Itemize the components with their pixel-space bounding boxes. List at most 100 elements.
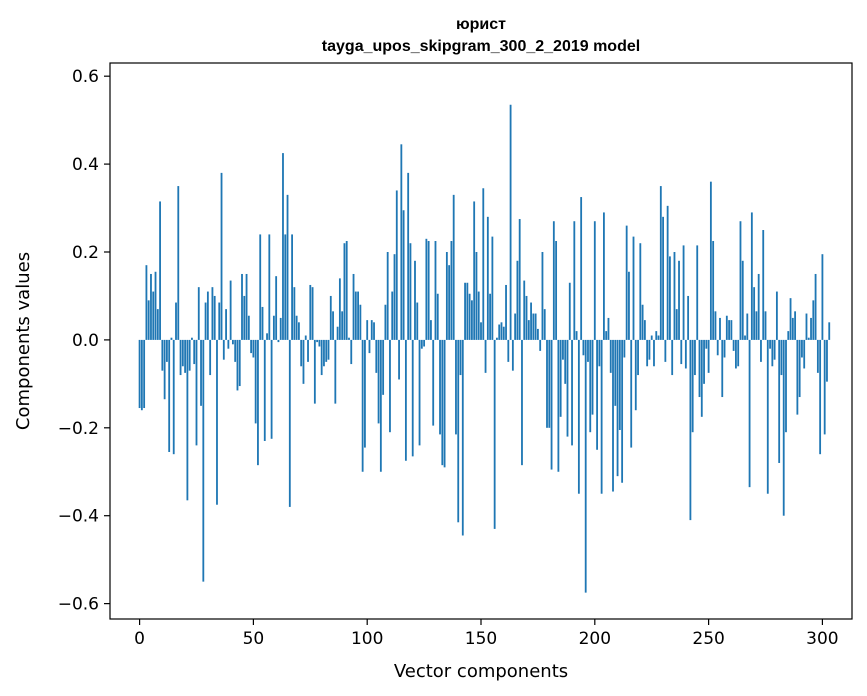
bar-280	[775, 291, 778, 340]
bar-95	[354, 291, 357, 340]
bar-288	[794, 311, 797, 340]
bar-222	[643, 320, 646, 340]
bar-297	[814, 273, 817, 340]
bar-131	[436, 293, 439, 340]
plot-frame	[109, 62, 853, 620]
bar-24	[193, 339, 196, 365]
x-tick-label: 150	[465, 629, 497, 649]
bar-271	[755, 311, 758, 340]
x-tick-label: 200	[579, 629, 611, 649]
bar-133	[441, 339, 444, 466]
bar-5	[150, 273, 152, 340]
bar-149	[477, 291, 480, 340]
y-tick-label: 0.0	[72, 331, 99, 351]
bar-57	[268, 234, 271, 340]
bar-109	[386, 252, 389, 340]
bar-134	[443, 339, 446, 468]
bar-208	[612, 339, 614, 492]
bar-48	[247, 315, 250, 340]
bar-166	[516, 260, 519, 340]
bar-186	[562, 339, 564, 360]
bar-187	[564, 339, 567, 384]
bar-241	[687, 295, 690, 340]
bar-54	[261, 306, 264, 340]
bar-128	[430, 320, 432, 340]
bar-3	[145, 265, 148, 340]
bar-164	[511, 339, 514, 371]
bar-28	[202, 339, 205, 582]
y-tick-label: 0.2	[72, 243, 99, 263]
bar-295	[810, 317, 812, 340]
bar-125	[423, 339, 426, 347]
bar-253	[714, 311, 717, 340]
bar-231	[664, 339, 667, 362]
bar-219	[637, 339, 639, 376]
bar-236	[675, 309, 678, 340]
bar-7	[154, 271, 157, 340]
bar-262	[735, 339, 737, 369]
bar-282	[780, 339, 783, 376]
bar-2	[143, 339, 146, 409]
bar-75	[309, 284, 312, 340]
bar-18	[179, 339, 182, 376]
bar-294	[807, 337, 810, 340]
bar-158	[498, 324, 501, 340]
bar-246	[698, 339, 701, 398]
bar-32	[211, 287, 214, 340]
bar-69	[295, 315, 298, 340]
bar-229	[659, 186, 662, 340]
bar-286	[789, 298, 792, 340]
bar-51	[254, 339, 257, 424]
bar-220	[639, 243, 642, 340]
bar-70	[298, 322, 300, 340]
x-tick-label: 250	[692, 629, 724, 649]
bar-151	[482, 188, 485, 340]
bar-59	[272, 315, 275, 340]
bar-43	[236, 339, 239, 391]
bar-196	[584, 339, 587, 593]
bar-35	[218, 302, 221, 340]
bar-203	[600, 339, 603, 494]
bar-162	[507, 339, 510, 362]
bar-49	[250, 339, 253, 354]
y-axis-label: Components values	[13, 252, 34, 430]
bar-99	[364, 339, 366, 448]
bar-235	[673, 252, 676, 340]
bar-137	[450, 241, 453, 340]
bar-252	[712, 241, 715, 340]
bar-132	[439, 339, 441, 435]
bar-157	[496, 337, 498, 340]
bar-155	[491, 236, 494, 340]
bar-285	[787, 331, 790, 340]
bar-245	[696, 245, 699, 340]
bar-170	[525, 295, 528, 340]
y-tick-label: −0.6	[58, 595, 99, 615]
bar-44	[238, 339, 241, 387]
bar-88	[338, 278, 341, 340]
bar-227	[655, 331, 658, 340]
y-tick-label: 0.4	[72, 155, 99, 175]
bar-56	[266, 333, 268, 340]
bar-238	[680, 339, 683, 365]
bar-15	[172, 339, 175, 455]
bar-90	[343, 243, 346, 340]
bar-277	[769, 339, 771, 349]
bar-103	[373, 322, 375, 340]
bar-302	[826, 339, 828, 382]
bar-74	[307, 339, 309, 362]
chart-title: юрист	[456, 16, 506, 33]
bar-182	[552, 221, 555, 340]
bar-301	[823, 339, 826, 435]
bar-265	[741, 260, 744, 340]
bar-1	[140, 339, 143, 411]
bar-78	[316, 339, 319, 343]
bar-115	[400, 144, 403, 340]
bar-123	[418, 339, 421, 446]
bar-273	[760, 339, 762, 362]
bar-39	[227, 339, 230, 349]
bar-29	[204, 302, 207, 340]
bar-234	[671, 339, 674, 376]
bar-296	[812, 300, 815, 340]
bar-225	[650, 335, 653, 340]
bar-279	[773, 339, 776, 360]
